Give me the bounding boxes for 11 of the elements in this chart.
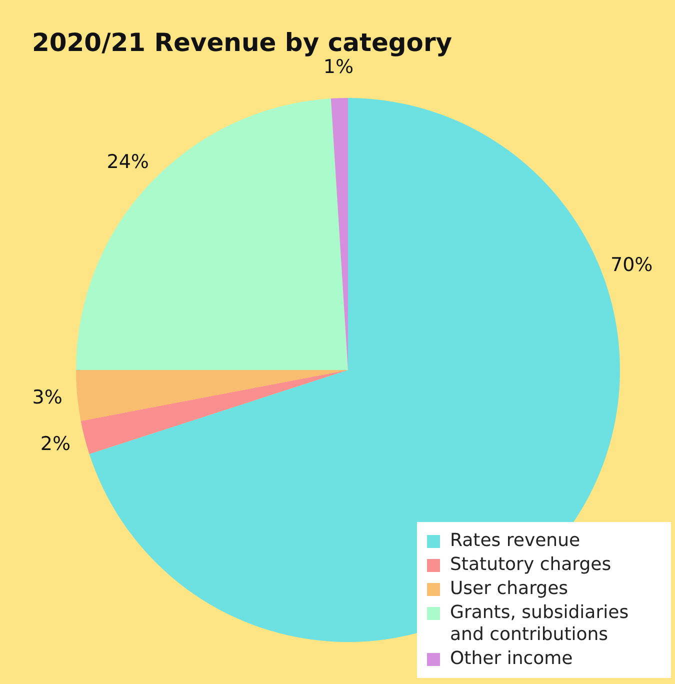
data-label: 3% <box>32 386 62 408</box>
data-label: 1% <box>323 56 354 78</box>
data-label: 2% <box>40 433 71 456</box>
data-label: 70% <box>610 254 653 276</box>
legend-label: Other income <box>450 648 573 670</box>
legend-label: Rates revenue <box>450 530 580 552</box>
legend-label: User charges <box>450 578 568 600</box>
chart-title: 2020/21 Revenue by category <box>32 28 452 57</box>
legend-label: Grants, subsidiaries and contributions <box>450 602 630 646</box>
data-label: 24% <box>106 151 149 174</box>
legend-label: Statutory charges <box>450 554 612 576</box>
